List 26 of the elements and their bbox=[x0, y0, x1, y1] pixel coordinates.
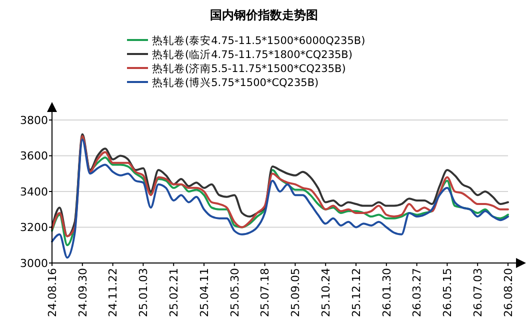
x-tick-label: 26.05.15 bbox=[441, 268, 454, 317]
x-tick-label: 24.09.30 bbox=[76, 268, 90, 317]
legend-label: 热轧卷(泰安4.75-11.5*1500*6000Q235B) bbox=[152, 34, 366, 47]
x-tick-label: 25.01.03 bbox=[137, 268, 150, 317]
x-tick-label: 26.07.03 bbox=[471, 268, 484, 317]
x-tick-label: 25.09.05 bbox=[289, 268, 302, 317]
x-tick-label: 24.08.16 bbox=[46, 268, 59, 317]
y-tick-label: 3600 bbox=[20, 150, 48, 163]
y-tick-label: 3400 bbox=[20, 185, 48, 198]
chart-title: 国内钢价指数走势图 bbox=[210, 8, 318, 22]
legend-label: 热轧卷(临沂4.75-11.75*1800*CQ235B) bbox=[152, 48, 352, 61]
y-tick-label: 3800 bbox=[20, 114, 48, 127]
x-tick-label: 24.11.22 bbox=[106, 268, 120, 317]
x-tick-label: 25.12.12 bbox=[350, 268, 363, 317]
legend-label: 热轧卷(济南5.5-11.75*1500*CQ235B) bbox=[152, 62, 346, 75]
x-tick-label: 25.10.24 bbox=[319, 268, 332, 317]
x-tick-label: 26.08.20 bbox=[502, 268, 515, 317]
y-tick-label: 3000 bbox=[20, 256, 48, 270]
x-tick-label: 26.03.27 bbox=[410, 268, 424, 317]
x-tick-label: 26.01.30 bbox=[380, 268, 394, 317]
x-tick-label: 25.02.21 bbox=[167, 268, 180, 317]
y-tick-label: 3200 bbox=[20, 221, 48, 234]
x-tick-label: 25.07.18 bbox=[258, 268, 272, 317]
x-tick-label: 25.04.11 bbox=[198, 268, 211, 317]
x-tick-label: 25.05.30 bbox=[228, 268, 242, 317]
legend-label: 热轧卷(博兴5.75*1500*CQ235B) bbox=[152, 76, 319, 89]
